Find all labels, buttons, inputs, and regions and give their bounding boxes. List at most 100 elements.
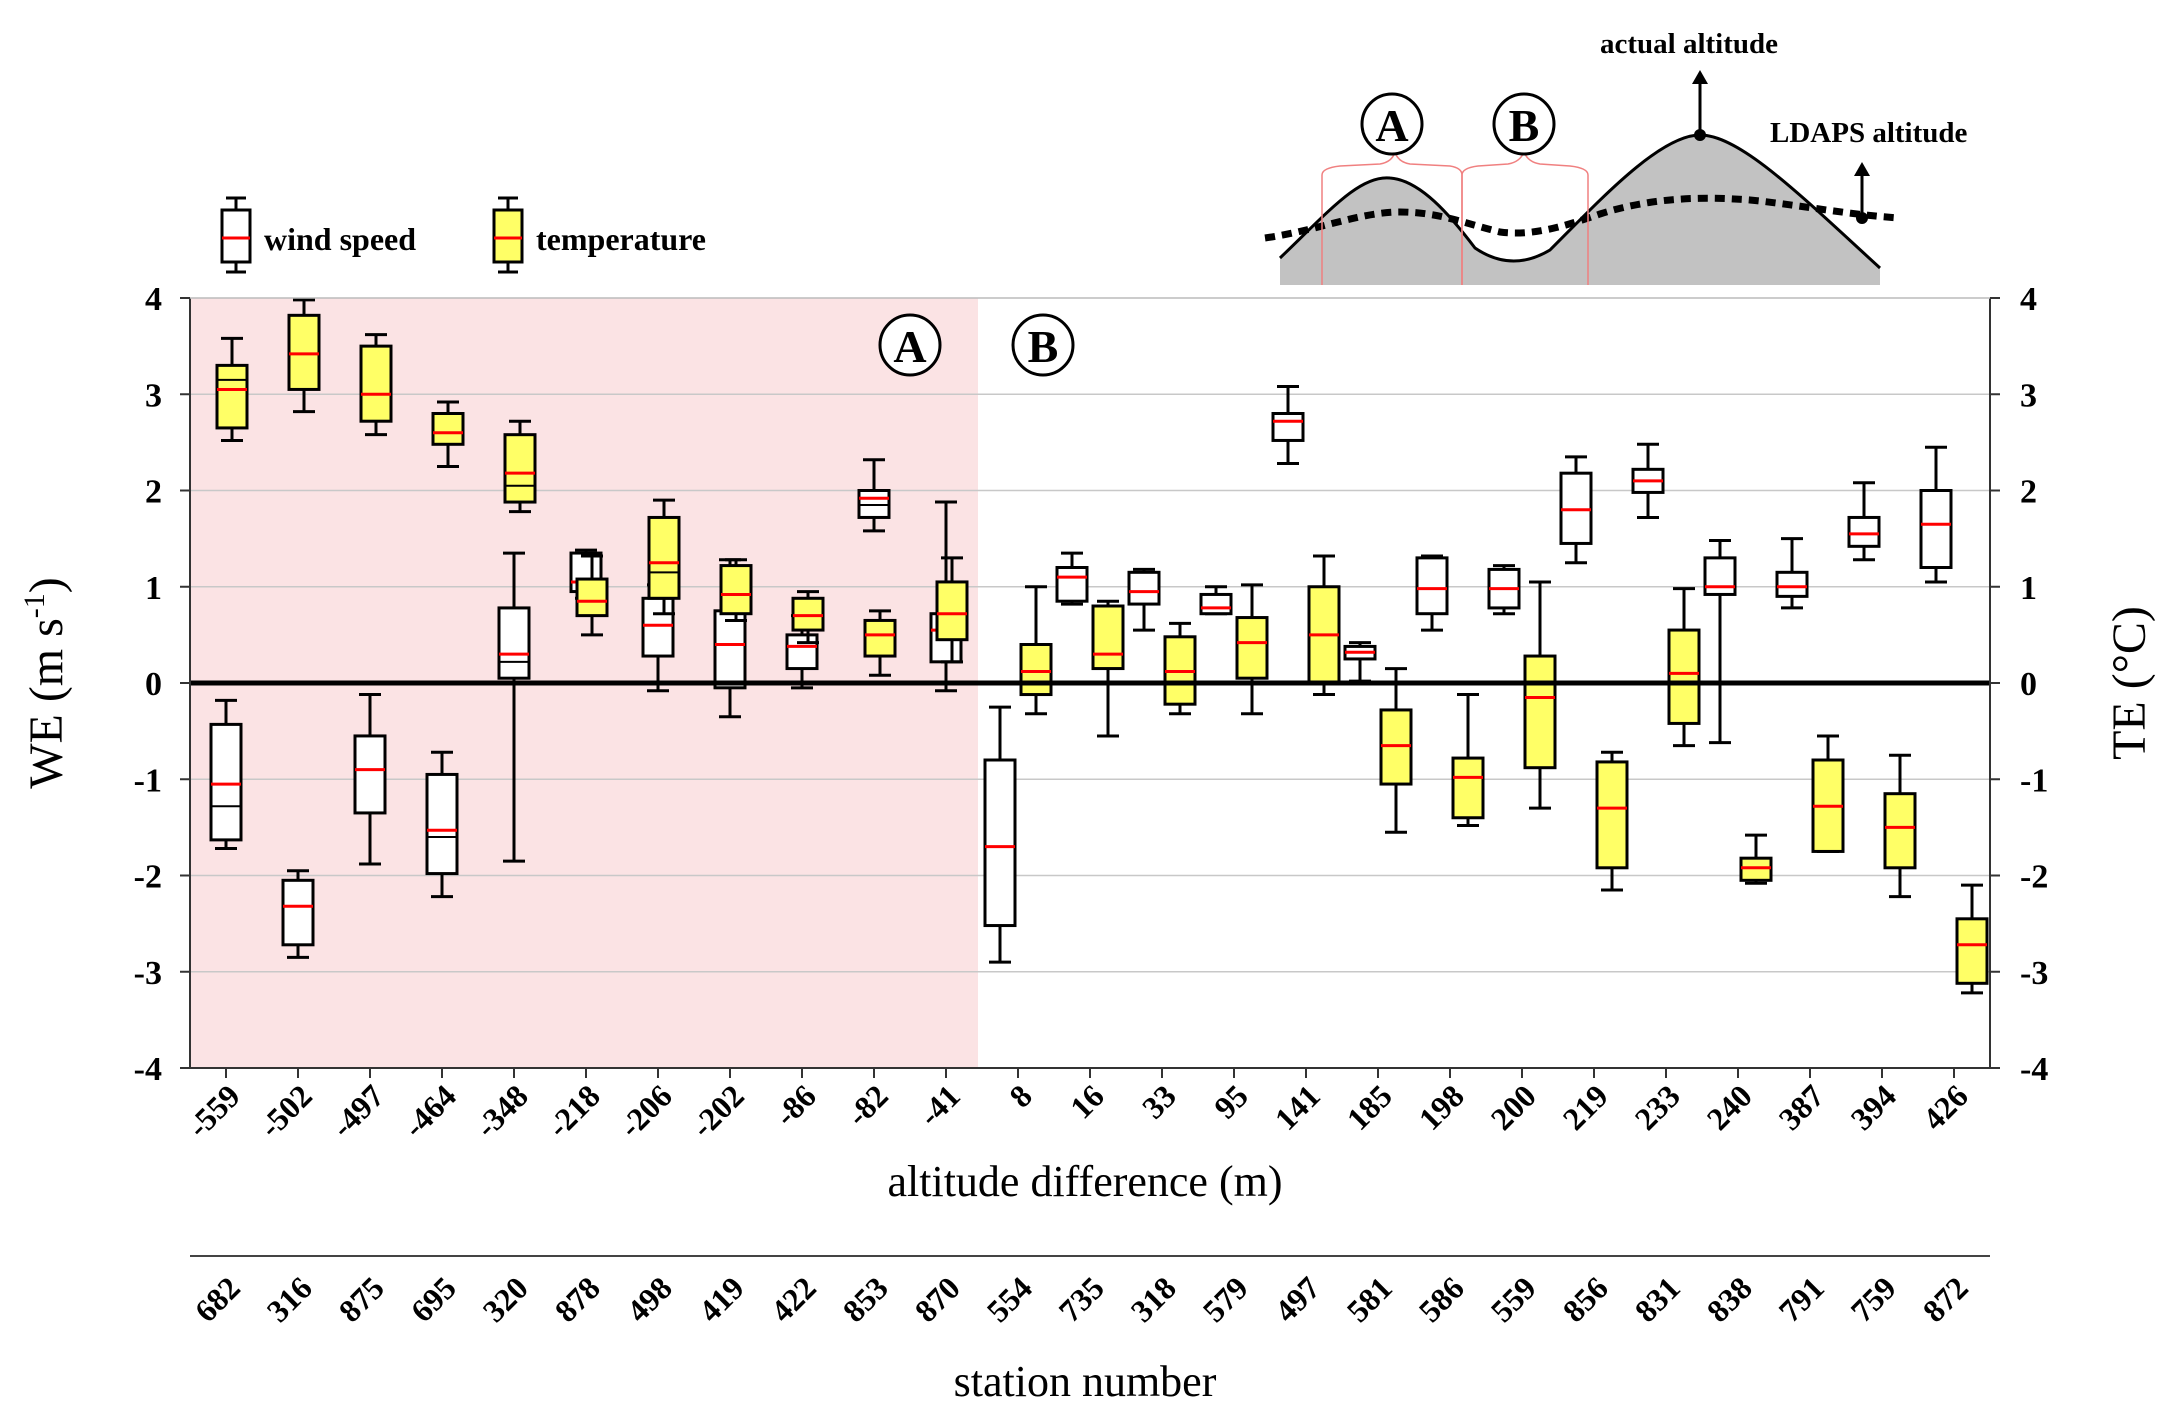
box-iqr <box>785 633 819 671</box>
wind-speed-box <box>1559 455 1593 565</box>
wind-speed-box <box>281 869 315 959</box>
station-tick-label: 498 <box>620 1269 679 1328</box>
temperature-box <box>1739 833 1773 885</box>
station-tick-label: 559 <box>1484 1269 1543 1328</box>
x-tick-label: -82 <box>839 1077 895 1133</box>
y-tick-label-left: -4 <box>134 1051 162 1088</box>
station-tick-label: 878 <box>548 1269 607 1328</box>
box-iqr <box>425 772 459 876</box>
y-tick-label-left: -2 <box>134 859 162 896</box>
legend: wind speed temperature <box>220 196 706 274</box>
box-iqr <box>719 564 753 616</box>
wind-speed-box <box>425 750 459 899</box>
y-tick-label-right: -2 <box>2020 859 2048 896</box>
box-iqr <box>1883 792 1917 870</box>
y-ticks-left: 4 3 2 1 0 -1 -2 -3 -4 <box>134 281 190 1088</box>
svg-text:A: A <box>1375 100 1408 151</box>
box-iqr <box>1847 515 1881 548</box>
temperature-box <box>1091 599 1125 738</box>
x-tick-label: 394 <box>1844 1077 1903 1136</box>
actual-altitude-arrowhead <box>1692 70 1708 84</box>
boxes <box>209 298 1989 995</box>
box-iqr <box>1451 756 1485 820</box>
ldaps-altitude-arrowhead <box>1854 162 1870 176</box>
station-tick-label: 419 <box>692 1269 751 1328</box>
box-iqr <box>1055 566 1089 603</box>
temperature-box <box>503 419 537 514</box>
x-tick-labels: -559 -502 -497 -464 -348 -218 -206 -202 -86 -82 -4… <box>180 1068 1975 1144</box>
temperature-box <box>1523 580 1557 810</box>
box-iqr <box>1703 556 1737 596</box>
y-tick-label-right: 0 <box>2020 666 2037 703</box>
x-tick-label: -497 <box>324 1077 391 1144</box>
legend-wind-label: wind speed <box>264 221 416 257</box>
temperature-box <box>215 336 249 442</box>
x-tick-label: -86 <box>767 1077 823 1133</box>
box-iqr <box>935 580 969 642</box>
y-tick-label-right: 1 <box>2020 570 2037 607</box>
temperature-box <box>935 556 969 664</box>
x-tick-label: 95 <box>1207 1077 1255 1125</box>
wind-speed-box <box>1487 564 1521 616</box>
svg-text:B: B <box>1028 321 1059 372</box>
box-iqr <box>863 618 897 658</box>
box-iqr <box>1523 654 1557 770</box>
box-iqr <box>1415 556 1449 616</box>
wind-speed-box <box>1775 537 1809 610</box>
y-tick-label-left: 4 <box>145 281 162 318</box>
x-tick-label: 141 <box>1268 1077 1327 1136</box>
station-tick-label: 759 <box>1844 1269 1903 1328</box>
x-tick-label: 426 <box>1916 1077 1975 1136</box>
station-tick-label: 872 <box>1916 1269 1975 1328</box>
station-tick-label: 695 <box>404 1269 463 1328</box>
station-tick-label: 870 <box>908 1269 967 1328</box>
x-tick-label: 198 <box>1412 1077 1471 1136</box>
y-tick-label-right: -4 <box>2020 1051 2048 1088</box>
station-tick-label: 735 <box>1052 1269 1111 1328</box>
ldaps-terrain-dotted <box>1264 194 1901 242</box>
y-tick-label-right: -1 <box>2020 762 2048 799</box>
box-iqr <box>713 609 747 690</box>
wind-speed-box <box>1631 442 1665 519</box>
inset-label-a: A <box>1360 92 1424 156</box>
y-tick-label-left: 2 <box>145 474 162 511</box>
box-iqr <box>497 606 531 680</box>
y-tick-label-right: 2 <box>2020 474 2037 511</box>
temperature-box <box>1451 693 1485 827</box>
wind-speed-box <box>857 458 891 533</box>
x-tick-label: 8 <box>1002 1077 1039 1114</box>
wind-speed-box <box>1055 551 1089 606</box>
station-tick-label: 682 <box>188 1269 247 1328</box>
y-axis-title-right: TE (°C) <box>2103 606 2156 760</box>
box-iqr <box>359 344 393 423</box>
x-tick-label: 200 <box>1484 1077 1543 1136</box>
station-tick-label: 856 <box>1556 1269 1615 1328</box>
wind-speed-box <box>209 698 243 851</box>
y-tick-label-left: -1 <box>134 762 162 799</box>
wind-speed-box <box>353 693 387 866</box>
region-b-label: B <box>1011 313 1075 377</box>
y-tick-label-right: -3 <box>2020 955 2048 992</box>
x-tick-label: 233 <box>1628 1077 1687 1136</box>
region-a-label: A <box>878 313 942 377</box>
legend-wind-symbol <box>220 196 252 274</box>
box-iqr <box>647 515 681 600</box>
station-tick-label: 320 <box>476 1269 535 1328</box>
terrain-inset: A B actual altitude LDAPS altitude <box>1264 28 1968 285</box>
temperature-box <box>1595 750 1629 892</box>
wind-speed-box <box>1919 445 1953 584</box>
x-tick-label: 185 <box>1340 1077 1399 1136</box>
temperature-box <box>719 558 753 622</box>
station-tick-label: 581 <box>1340 1269 1399 1328</box>
x-tick-label: 219 <box>1556 1077 1615 1136</box>
legend-temp-symbol <box>492 196 524 274</box>
box-iqr <box>1019 643 1053 697</box>
ldaps-altitude-label: LDAPS altitude <box>1770 117 1968 149</box>
box-iqr <box>575 577 609 618</box>
temperature-box <box>1379 667 1413 834</box>
inset-label-b: B <box>1492 92 1556 156</box>
temperature-box <box>1307 554 1341 697</box>
station-tick-label: 497 <box>1268 1269 1327 1328</box>
